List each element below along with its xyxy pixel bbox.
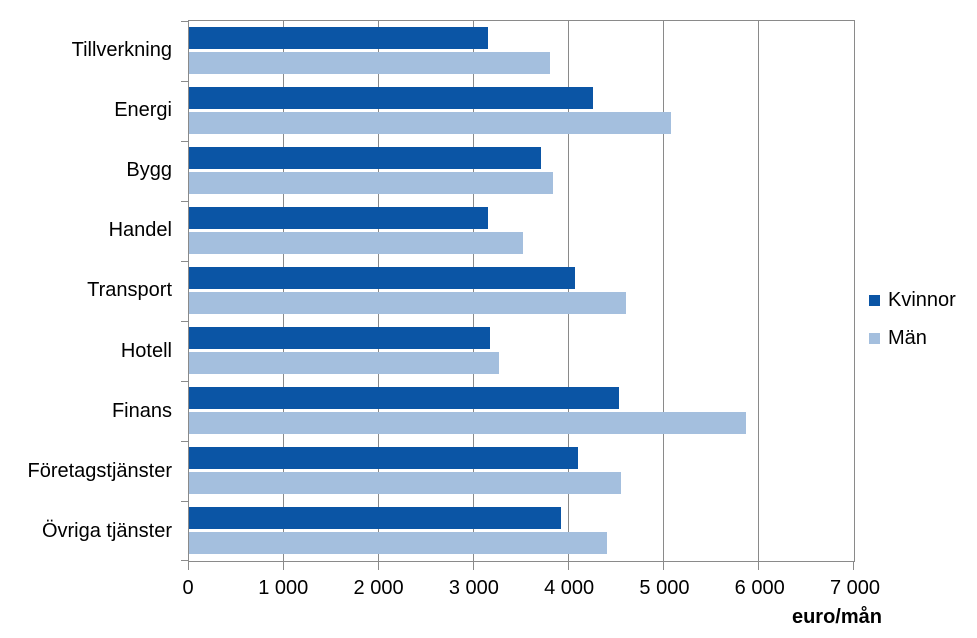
legend-label-kvinnor: Kvinnor: [888, 289, 956, 311]
x-axis-title: euro/mån: [791, 606, 882, 628]
x-axis-tick: [282, 562, 284, 570]
x-tick-label: 4 000: [544, 577, 595, 599]
y-axis-tick: [181, 560, 189, 561]
y-axis-labels: Tillverkning Energi Bygg Handel Transport Hot…: [0, 20, 172, 562]
bar-kvinnor-bygg: [189, 147, 541, 169]
bar-row: [189, 381, 854, 441]
bar-row: [189, 321, 854, 381]
bar-män-bygg: [189, 172, 553, 194]
y-axis-tick: [181, 501, 189, 502]
category-label: Företagstjänster: [27, 460, 172, 483]
bar-row: [189, 501, 854, 561]
bar-kvinnor-övriga tjänster: [189, 507, 562, 529]
bar-män-transport: [189, 292, 626, 314]
bar-män-finans: [189, 412, 746, 434]
gridline: [473, 21, 474, 561]
x-axis-tick: [188, 562, 189, 570]
bar-row: [189, 261, 854, 321]
bar-kvinnor-energi: [189, 87, 593, 109]
y-axis-tick: [181, 381, 189, 382]
kvinnor-swatch: [869, 295, 880, 306]
y-axis-tick: [181, 141, 189, 142]
bar-row: [189, 81, 854, 141]
legend-item-kvinnor: Kvinnor: [869, 289, 956, 312]
category-label: Hotell: [120, 339, 172, 362]
category-label: Finans: [111, 399, 172, 422]
legend-item-man: Män: [869, 327, 956, 350]
y-axis-tick: [181, 201, 189, 202]
bar-män-hotell: [189, 352, 499, 374]
category-label: Tillverkning: [71, 38, 172, 61]
bar-kvinnor-företagstjänster: [189, 447, 578, 469]
x-tick-label: 2 000: [353, 577, 404, 599]
x-tick-label: 6 000: [734, 577, 785, 599]
gridline: [663, 21, 664, 561]
x-tick-label: 7 000: [829, 577, 881, 599]
bar-kvinnor-handel: [189, 207, 489, 229]
x-axis-tick: [758, 562, 759, 570]
x-axis-tick: [473, 562, 474, 570]
gridline: [758, 21, 759, 561]
legend: Kvinnor Män: [869, 289, 956, 350]
bar-män-energi: [189, 112, 671, 134]
x-tick-label: 5 000: [639, 577, 690, 599]
bar-kvinnor-transport: [189, 267, 575, 289]
legend-label-man: Män: [888, 327, 927, 349]
bar-män-företagstjänster: [189, 472, 622, 494]
man-swatch: [869, 333, 880, 344]
gridline: [377, 21, 379, 561]
bar-row: [189, 201, 854, 261]
y-axis-tick: [181, 21, 189, 22]
bar-rows: [189, 21, 854, 561]
bar-män-övriga tjänster: [189, 532, 607, 554]
bar-kvinnor-finans: [189, 387, 620, 409]
bar-kvinnor-hotell: [189, 327, 491, 349]
gridline: [567, 21, 569, 561]
y-axis-tick: [181, 81, 189, 82]
gridline: [282, 21, 284, 561]
y-axis-tick: [181, 261, 189, 262]
bar-män-tillverkning: [189, 52, 550, 74]
x-axis-tick: [853, 562, 854, 570]
plot-area: [181, 20, 855, 570]
bar-row: [189, 21, 854, 81]
y-axis-tick: [181, 321, 189, 322]
bar-kvinnor-tillverkning: [189, 27, 489, 49]
x-axis-tick: [663, 562, 664, 570]
x-tick-label: 0: [182, 577, 194, 599]
x-tick-label: 3 000: [448, 577, 499, 599]
x-axis-tick: [377, 562, 379, 570]
x-tick-label: 1 000: [258, 577, 309, 599]
category-label: Bygg: [126, 159, 172, 182]
bar-row: [189, 441, 854, 501]
category-label: Handel: [108, 219, 172, 242]
y-axis-tick: [181, 441, 189, 442]
bar-row: [189, 141, 854, 201]
bar-män-handel: [189, 232, 524, 254]
category-label: Energi: [114, 98, 172, 121]
category-label: Övriga tjänster: [41, 520, 172, 543]
category-label: Transport: [87, 279, 172, 302]
x-axis-tick: [567, 562, 569, 570]
